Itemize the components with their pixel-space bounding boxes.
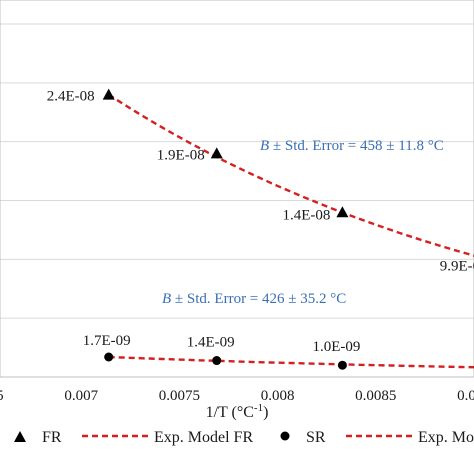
grid	[0, 23, 474, 378]
legend-symbol	[14, 431, 26, 442]
data-points	[102, 88, 349, 370]
data-labels: 2.4E-08 1.9E-08 1.4E-08 9.9E-09 1.7E-09 1.4E-…	[47, 89, 474, 356]
x-axis-title-exponent: -1	[254, 402, 263, 414]
point-sr	[337, 360, 347, 370]
data-label-sr: 1.7E-09	[83, 333, 131, 349]
fit-line-fr	[108, 93, 474, 257]
data-label-sr: 1.0E-09	[312, 339, 360, 355]
legend-label: Exp. Model FR	[154, 429, 253, 446]
point-fr	[336, 206, 349, 218]
point-sr	[104, 352, 114, 362]
x-axis-title-main: 1/T (°C	[206, 404, 254, 421]
x-tick-label: 0.0085	[355, 388, 396, 404]
point-sr	[212, 356, 222, 366]
annotation-text: ± Std. Error = 426 ± 35.2 °C	[171, 291, 346, 307]
data-label-fr: 1.9E-08	[157, 147, 205, 163]
x-tick-label: 0.0075	[159, 388, 200, 404]
x-tick-label: 0.007	[64, 388, 98, 404]
legend-label: FR	[42, 429, 62, 446]
data-label-fr: 1.4E-08	[282, 207, 330, 223]
data-label-fr: 2.4E-08	[47, 89, 95, 105]
data-label-sr: 1.4E-09	[187, 335, 235, 351]
legend-label: Exp. Model SR	[418, 429, 474, 446]
data-label-fr: 9.9E-09	[440, 259, 474, 275]
x-tick-label: 0.0065	[0, 388, 4, 404]
plot-area	[0, 0, 474, 378]
annotation-fr-fit: B ± Std. Error = 458 ± 11.8 °C	[260, 138, 444, 154]
annotation-symbol: B	[162, 291, 171, 307]
fit-lines	[108, 93, 474, 369]
annotation-symbol: B	[260, 138, 269, 154]
x-axis-title: 1/T (°C-1)	[206, 402, 269, 421]
legend-label: SR	[306, 429, 326, 446]
annotation-sr-fit: B ± Std. Error = 426 ± 35.2 °C	[162, 291, 346, 307]
x-axis-ticks: 0.0065 0.007 0.0075 0.008 0.0085 0.009	[0, 388, 474, 404]
point-fr	[210, 147, 223, 159]
fit-line-sr	[108, 355, 474, 369]
x-tick-label: 0.008	[261, 388, 295, 404]
point-fr	[102, 88, 115, 100]
legend-symbol	[280, 431, 290, 441]
legend: FR Exp. Model FR SR Exp. Model SR	[14, 429, 474, 446]
annotation-text: ± Std. Error = 458 ± 11.8 °C	[269, 138, 444, 154]
x-tick-label: 0.009	[457, 388, 474, 404]
x-axis-title-close: )	[263, 404, 268, 421]
